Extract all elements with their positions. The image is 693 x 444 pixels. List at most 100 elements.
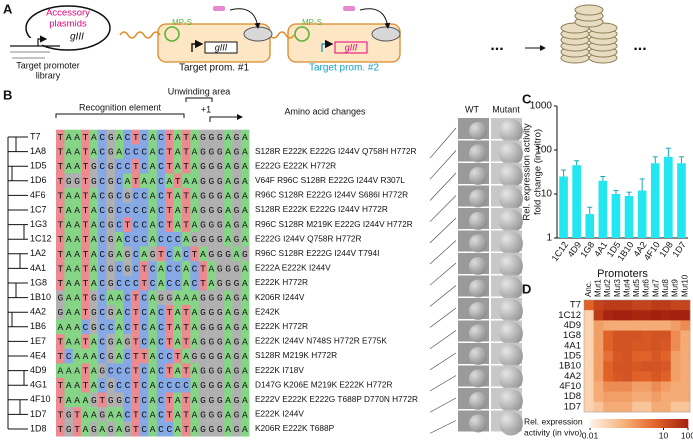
base-cell: [64, 231, 73, 247]
base-cell: [114, 144, 124, 160]
sequence: TGTAAGAACTCACTATAGGGAGA: [58, 409, 248, 420]
base-cell: [131, 348, 141, 364]
base-cell: [207, 363, 216, 379]
base-cell: [123, 363, 132, 379]
heat-cell: [603, 340, 614, 352]
base-cell: [182, 392, 191, 408]
base-cell: [224, 407, 233, 422]
colorbar-label: activity (in vivo): [524, 427, 582, 437]
gene-label: gIII: [70, 32, 84, 43]
heat-cell: [584, 340, 594, 352]
heat-cell: [661, 300, 672, 311]
heat-cell: [622, 300, 633, 311]
base-cell: [140, 348, 149, 364]
base-cell: [182, 144, 191, 160]
base-cell: [173, 129, 183, 145]
heat-cell: [651, 340, 662, 352]
base-cell: [56, 334, 65, 349]
plaque: [469, 302, 487, 320]
base-cell: [56, 392, 65, 408]
base-cell: [89, 319, 99, 335]
heat-cell: [632, 391, 643, 403]
colorbar-segment: [683, 419, 686, 428]
base-cell: [165, 261, 174, 276]
base-cell: [215, 129, 225, 145]
base-cell: [240, 348, 250, 364]
base-cell: [123, 173, 132, 189]
heat-cell: [651, 300, 662, 311]
heat-cell: [622, 310, 633, 321]
promoter-name: 1D8: [30, 423, 47, 433]
base-cell: [182, 231, 191, 247]
base-cell: [123, 158, 132, 174]
promoter-name: 1B10: [30, 292, 51, 302]
base-cell: [148, 202, 157, 218]
heat-cell: [670, 330, 681, 342]
heat-cell: [680, 300, 691, 311]
base-cell: [131, 144, 141, 160]
base-cell: [173, 348, 183, 364]
base-cell: [156, 275, 166, 291]
base-cell: [106, 392, 115, 408]
base-cell: [56, 377, 65, 393]
heat-cell: [651, 401, 662, 413]
base-cell: [156, 158, 166, 174]
heat-cell: [680, 340, 691, 352]
promoter-name: 4G1: [30, 380, 47, 390]
base-cell: [165, 348, 174, 364]
amino-acid-changes: S128R E222K E222G I244V H772R: [255, 204, 388, 214]
base-cell: [232, 231, 241, 247]
base-cell: [98, 129, 107, 145]
base-cell: [114, 246, 124, 262]
base-cell: [215, 261, 225, 276]
colorbar-segment: [680, 419, 684, 428]
colorbar-segment: [607, 419, 610, 428]
base-cell: [72, 231, 82, 247]
base-cell: [89, 421, 99, 437]
base-cell: [72, 246, 82, 262]
base-cell: [190, 231, 199, 247]
sequence: TAATGCGCCTCACTATAGGGAGA: [58, 161, 248, 172]
base-cell: [56, 421, 65, 437]
base-cell: [173, 407, 183, 422]
base-cell: [114, 231, 124, 247]
sequence: TAAAGTGGCTCACTATAGGGAGA: [58, 395, 248, 406]
base-cell: [81, 392, 90, 408]
sequence: AAATAGCCCTCACTATAGGGAGA: [58, 366, 248, 377]
sequence: GAATGCAACTCAGGAAAGGGAGA: [58, 293, 248, 304]
heat-cell: [603, 391, 614, 403]
column-label: Mut8: [661, 279, 670, 297]
base-cell: [72, 261, 82, 276]
base-cell: [56, 319, 65, 335]
base-cell: [64, 392, 73, 408]
base-cell: [224, 334, 233, 349]
base-cell: [72, 421, 82, 437]
base-cell: [182, 217, 191, 233]
base-cell: [182, 363, 191, 379]
base-cell: [198, 261, 208, 276]
base-cell: [182, 407, 191, 422]
base-cell: [224, 275, 233, 291]
base-cell: [240, 334, 250, 349]
base-cell: [190, 319, 199, 335]
base-cell: [148, 246, 157, 262]
heat-cell: [612, 300, 623, 311]
base-cell: [165, 377, 174, 393]
base-cell: [240, 202, 250, 218]
colorbar-tick-label: 10: [659, 430, 669, 440]
base-cell: [224, 421, 233, 437]
base-cell: [148, 407, 157, 422]
base-cell: [89, 231, 99, 247]
base-cell: [224, 129, 233, 145]
base-cell: [207, 261, 216, 276]
base-cell: [140, 363, 149, 379]
base-cell: [56, 275, 65, 291]
base-cell: [106, 377, 115, 393]
base-cell: [72, 392, 82, 408]
base-cell: [224, 158, 233, 174]
base-cell: [89, 173, 99, 189]
base-cell: [165, 290, 174, 306]
plaque: [499, 299, 523, 323]
base-cell: [240, 319, 250, 335]
base-cell: [224, 377, 233, 393]
